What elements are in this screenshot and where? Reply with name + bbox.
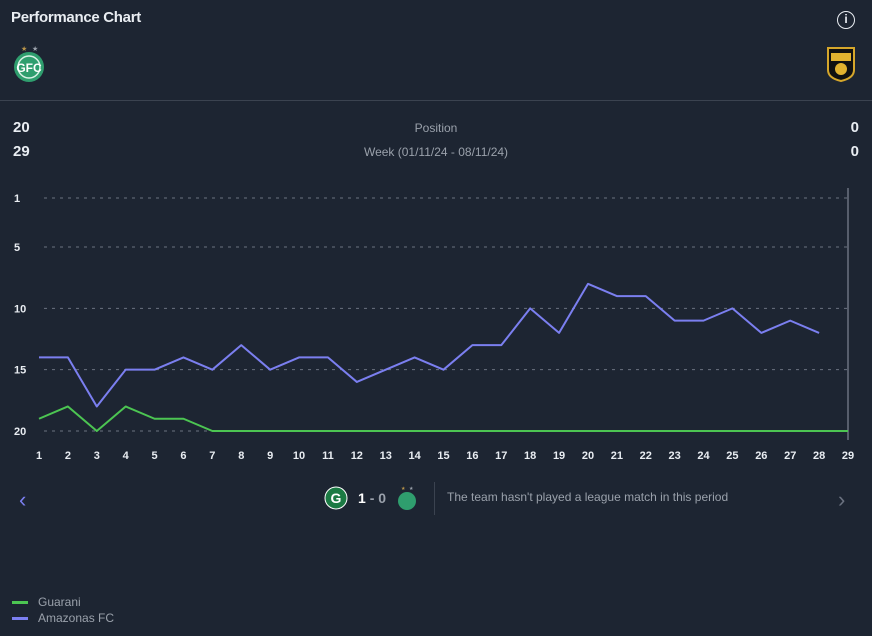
x-tick-label: 18 — [524, 450, 536, 462]
x-tick-label: 28 — [813, 450, 825, 462]
match-score: 1 - 0 — [358, 490, 386, 506]
y-tick-label: 5 — [14, 242, 20, 254]
x-tick-label: 3 — [94, 450, 100, 462]
x-tick-label: 22 — [640, 450, 652, 462]
x-tick-label: 23 — [669, 450, 681, 462]
x-tick-label: 10 — [293, 450, 305, 462]
guarani-logo: ★ ★ GFC — [13, 45, 45, 88]
home-week: 29 — [13, 143, 30, 160]
x-tick-label: 27 — [784, 450, 796, 462]
next-button[interactable]: › — [838, 487, 846, 512]
y-tick-label: 15 — [14, 365, 26, 377]
info-icon[interactable]: i — [837, 11, 855, 29]
x-tick-label: 26 — [755, 450, 767, 462]
legend-label: Guarani — [38, 595, 81, 609]
x-tick-label: 19 — [553, 450, 565, 462]
x-tick-label: 14 — [408, 450, 421, 462]
x-tick-label: 24 — [697, 450, 710, 462]
x-tick-label: 15 — [437, 450, 449, 462]
match-divider — [434, 482, 435, 515]
week-label: Week (01/11/24 - 08/11/24) — [363, 145, 509, 159]
position-label: Position — [414, 121, 458, 135]
score-away: 0 — [378, 490, 387, 506]
x-tick-label: 4 — [123, 450, 130, 462]
x-tick-label: 13 — [380, 450, 392, 462]
home-position: 20 — [13, 119, 30, 136]
score-separator: - — [369, 490, 375, 506]
x-tick-label: 21 — [611, 450, 623, 462]
x-tick-label: 16 — [466, 450, 478, 462]
series-line-amazonas — [39, 282, 820, 408]
match-result[interactable]: G 1 - 0 ★ ★ — [324, 486, 418, 510]
x-tick-label: 1 — [36, 450, 42, 462]
guarani-small-logo: ★ ★ — [398, 486, 417, 510]
y-tick-label: 10 — [14, 303, 26, 315]
svg-text:GFC: GFC — [16, 61, 42, 75]
page-title: Performance Chart — [11, 9, 141, 26]
x-tick-label: 17 — [495, 450, 507, 462]
y-tick-label: 1 — [14, 193, 20, 205]
x-tick-label: 9 — [267, 450, 273, 462]
svg-text:G: G — [331, 490, 342, 506]
legend-swatch — [12, 616, 28, 620]
header-divider — [0, 100, 872, 101]
svg-text:★: ★ — [21, 45, 27, 53]
x-tick-label: 5 — [152, 450, 158, 462]
x-tick-label: 11 — [322, 450, 334, 462]
x-tick-label: 6 — [180, 450, 186, 462]
x-tick-label: 20 — [582, 450, 594, 462]
goias-logo: G — [324, 486, 348, 510]
x-tick-label: 7 — [209, 450, 215, 462]
x-tick-label: 25 — [726, 450, 738, 462]
svg-text:★: ★ — [409, 486, 414, 492]
svg-text:★: ★ — [401, 486, 406, 492]
svg-text:★: ★ — [32, 45, 38, 53]
series-line-guarani — [38, 405, 848, 432]
legend-swatch — [12, 600, 28, 604]
x-tick-label: 2 — [65, 450, 71, 462]
away-week: 0 — [850, 143, 859, 160]
x-tick-label: 8 — [238, 450, 244, 462]
prev-button[interactable]: ‹ — [19, 487, 27, 512]
y-tick-label: 20 — [14, 426, 26, 438]
amazonas-logo — [824, 44, 858, 87]
legend-amazonas: Amazonas FC — [12, 611, 114, 625]
x-tick-label: 29 — [842, 450, 854, 462]
x-tick-label: 12 — [351, 450, 363, 462]
score-home: 1 — [358, 490, 366, 506]
legend-guarani: Guarani — [12, 595, 81, 609]
no-match-message: The team hasn't played a league match in… — [447, 490, 729, 504]
legend-label: Amazonas FC — [38, 611, 115, 625]
away-position: 0 — [850, 119, 859, 136]
